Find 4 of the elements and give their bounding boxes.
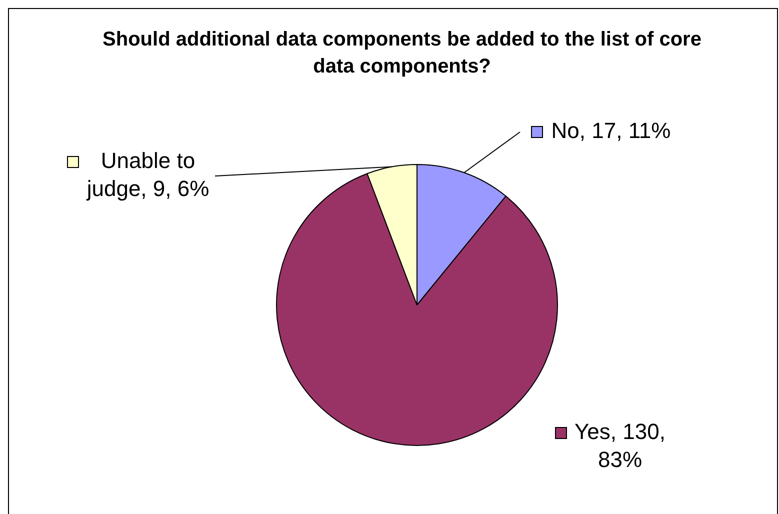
legend-label: Unable to judge, 9, 6%	[86, 148, 210, 202]
chart-title: Should additional data components be added to the list of core data components?	[102, 28, 702, 78]
legend-label: Yes, 130, 83%	[574, 419, 666, 472]
legend-label: No, 17, 11%	[551, 118, 671, 144]
